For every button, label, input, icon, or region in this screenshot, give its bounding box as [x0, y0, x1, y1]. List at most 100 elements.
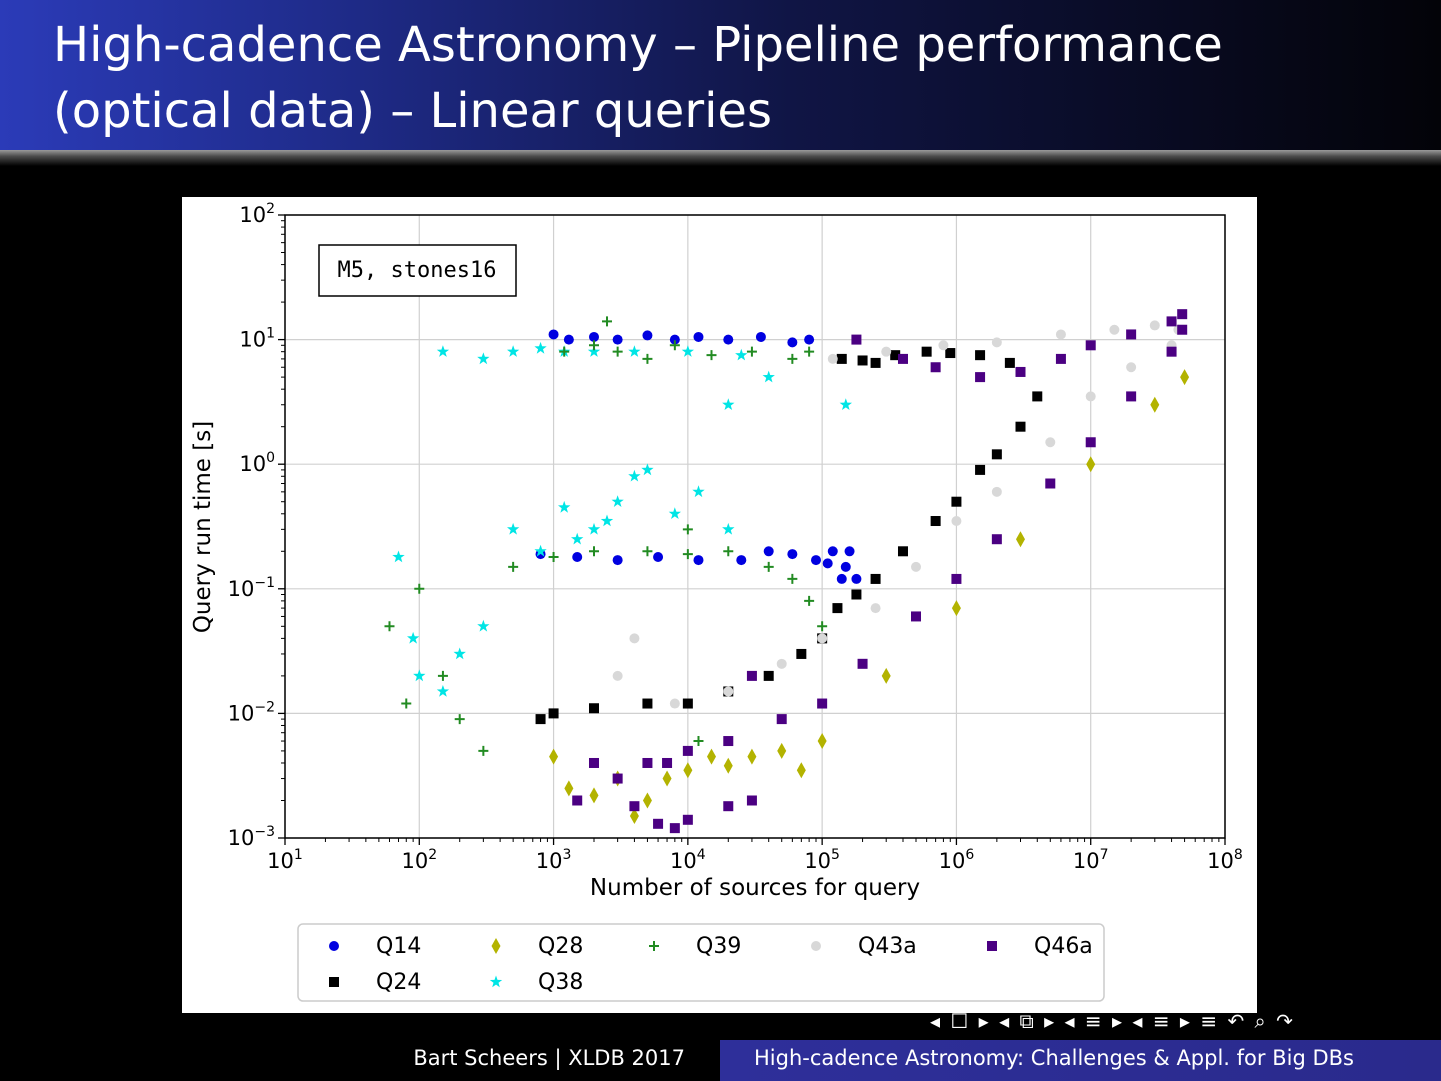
- data-point-q24: [951, 496, 962, 507]
- beamer-navigation[interactable]: ◂ ☐ ▸ ◂ ⧉ ▸ ◂ ≡ ▸ ◂ ≡ ▸ ≡ ↶ ⌕ ↷: [930, 1009, 1295, 1033]
- y-axis-label: Query run time [s]: [190, 421, 216, 633]
- data-point-q46a: [746, 670, 757, 681]
- data-point-q38: [641, 463, 654, 476]
- plot-frame: [284, 214, 1226, 839]
- data-point-q24: [851, 589, 862, 600]
- data-point-q38: [839, 398, 852, 410]
- data-point-q43a: [1055, 329, 1066, 340]
- data-point-q14: [844, 546, 855, 557]
- data-point-q39: [763, 561, 774, 572]
- data-point-q46a: [951, 573, 962, 584]
- data-point-q39: [682, 549, 693, 560]
- data-point-q39: [642, 353, 653, 364]
- data-point-q43a: [870, 603, 881, 614]
- data-point-q28: [564, 780, 574, 797]
- data-point-q28: [723, 757, 733, 774]
- legend-label-q38: Q38: [538, 970, 583, 995]
- data-point-q38: [436, 345, 450, 357]
- annotation-box: M5, stones16: [318, 244, 517, 297]
- x-tick-label: 102: [401, 847, 437, 873]
- y-tick-label: 10−1: [228, 575, 275, 601]
- legend-marker-q39: [649, 941, 659, 951]
- data-point-q46a: [669, 823, 680, 834]
- data-point-q46a: [1045, 478, 1056, 489]
- data-point-q24: [897, 546, 908, 557]
- data-point-q28: [707, 748, 717, 765]
- data-point-q46a: [911, 611, 922, 622]
- data-point-q28: [796, 762, 806, 779]
- data-point-q28: [881, 667, 891, 684]
- data-point-q14: [548, 329, 559, 340]
- chart-figure: 101 102 103 104 105 106 107 108 10−3 10−2 10−1 100 1…: [182, 197, 1257, 1013]
- data-point-q39: [723, 546, 734, 557]
- data-point-q46a: [629, 801, 640, 812]
- data-point-q28: [549, 748, 559, 765]
- data-point-q39: [454, 714, 465, 725]
- title-bar-shadow: [0, 150, 1441, 166]
- legend-label-q24: Q24: [376, 970, 421, 995]
- data-point-q38: [534, 544, 547, 557]
- data-point-q46a: [723, 801, 734, 812]
- data-point-q43a: [938, 340, 949, 351]
- data-point-q38: [558, 500, 571, 513]
- data-point-q39: [588, 340, 599, 351]
- data-point-q38: [628, 469, 641, 482]
- x-tick-label: 105: [804, 847, 840, 873]
- data-point-q46a: [1177, 324, 1188, 335]
- data-point-q43a: [776, 658, 787, 669]
- data-point-q39: [706, 350, 717, 361]
- slide-title-line-2: (optical data) – Linear queries: [53, 83, 772, 139]
- data-point-q14: [723, 334, 734, 345]
- data-point-q14: [827, 546, 838, 557]
- data-point-q43a: [723, 686, 734, 697]
- data-point-q28: [1180, 369, 1190, 386]
- data-point-q46a: [682, 745, 693, 756]
- data-point-q14: [642, 330, 653, 341]
- data-point-q14: [693, 331, 704, 342]
- data-point-q14: [563, 334, 574, 345]
- data-point-q39: [588, 546, 599, 557]
- data-point-q28: [1086, 456, 1096, 473]
- data-point-q43a: [1109, 324, 1120, 335]
- data-point-q39: [508, 561, 519, 572]
- footer-author-text: Bart Scheers | XLDB 2017: [413, 1046, 685, 1070]
- legend-marker-q43a: [811, 941, 821, 951]
- legend: Q14 Q28 Q39 Q43a Q46a Q24 Q38: [297, 923, 1105, 1002]
- data-point-q39: [787, 573, 798, 584]
- data-point-q28: [951, 600, 961, 617]
- data-point-q46a: [851, 334, 862, 345]
- y-tick-label: 101: [239, 326, 275, 352]
- data-point-q38: [692, 485, 705, 498]
- data-point-q43a: [1085, 391, 1096, 402]
- data-point-q46a: [975, 372, 986, 383]
- data-points: [384, 309, 1190, 834]
- data-point-q38: [534, 341, 547, 354]
- data-point-q38: [722, 522, 735, 535]
- data-point-q39: [804, 595, 815, 606]
- data-point-q43a: [817, 633, 828, 644]
- data-point-q38: [507, 345, 520, 357]
- data-point-q38: [681, 345, 694, 357]
- data-point-q43a: [951, 516, 962, 527]
- y-tick-label: 10−3: [228, 824, 275, 850]
- data-point-q24: [857, 355, 868, 366]
- data-point-q39: [746, 346, 757, 357]
- data-point-q43a: [911, 561, 922, 572]
- slide-title: High-cadence Astronomy – Pipeline perfor…: [53, 12, 1223, 144]
- data-point-q39: [384, 621, 395, 632]
- data-point-q24: [975, 464, 986, 475]
- legend-marker-q24: [329, 977, 339, 987]
- data-point-q24: [642, 698, 653, 709]
- legend-label-q43a: Q43a: [858, 934, 917, 959]
- data-point-q46a: [991, 534, 1002, 545]
- data-point-q38: [571, 532, 584, 545]
- data-point-q38: [477, 352, 490, 365]
- x-tick-label: 108: [1207, 847, 1243, 873]
- data-point-q24: [870, 357, 881, 368]
- legend-label-q28: Q28: [538, 934, 583, 959]
- data-point-q14: [572, 551, 583, 562]
- data-point-q39: [437, 670, 448, 681]
- data-point-q14: [810, 555, 821, 566]
- data-point-q46a: [723, 736, 734, 747]
- data-point-q24: [763, 670, 774, 681]
